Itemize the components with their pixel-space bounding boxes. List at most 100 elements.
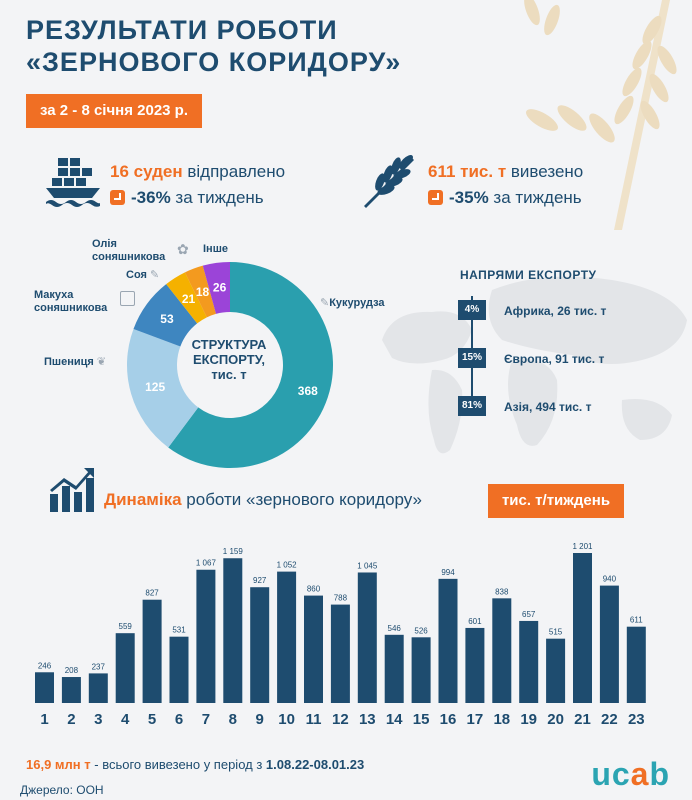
bar-category-label-18: 18: [493, 711, 510, 728]
bar-6: [169, 636, 189, 703]
donut-slice-1: [127, 328, 199, 448]
ships-value: 16 суден: [110, 162, 183, 181]
bar-category-label-20: 20: [547, 711, 564, 728]
bar-value-label-1: 246: [38, 661, 52, 670]
label-wheat: Пшениця ❦: [44, 356, 107, 368]
total-period: 1.08.22-08.01.23: [265, 757, 365, 772]
ships-change-text: за тиждень: [175, 188, 264, 207]
world-map-icon: [382, 276, 687, 454]
tonnes-change: -35% за тиждень: [428, 188, 582, 208]
label-other: Інше: [203, 243, 228, 255]
total-value: 16,9 млн т: [26, 757, 91, 772]
bar-value-label-19: 657: [522, 610, 536, 619]
bar-2: [61, 677, 81, 703]
bar-19: [519, 620, 539, 703]
bar-20: [546, 638, 566, 703]
bar-value-label-2: 208: [65, 666, 79, 675]
tonnes-change-value: -35%: [449, 188, 489, 207]
bar-category-label-3: 3: [94, 711, 102, 728]
bar-category-label-13: 13: [359, 711, 376, 728]
unit-badge: тис. т/тиждень: [488, 484, 624, 518]
bar-value-label-5: 827: [145, 589, 159, 598]
bar-3: [88, 673, 108, 703]
bar-value-label-9: 927: [253, 576, 267, 585]
bar-category-label-11: 11: [306, 711, 322, 728]
bar-13: [357, 572, 377, 703]
bar-value-label-15: 526: [414, 626, 428, 635]
bar-value-label-22: 940: [603, 575, 617, 584]
bar-value-label-23: 611: [630, 616, 643, 625]
bar-value-label-11: 860: [307, 585, 321, 594]
bar-value-label-8: 1 159: [223, 547, 244, 556]
bar-category-label-9: 9: [256, 711, 264, 728]
bar-value-label-3: 237: [92, 662, 106, 671]
ships-change: -36% за тиждень: [110, 188, 264, 208]
dynamics-title-rest: роботи «зернового коридору»: [186, 490, 422, 509]
bar-category-label-8: 8: [229, 711, 237, 728]
growth-chart-icon: [50, 468, 94, 512]
ships-text: відправлено: [187, 162, 286, 181]
dynamics-title-highlight: Динаміка: [104, 490, 182, 509]
soy-icon: ✎: [146, 269, 160, 281]
label-oil: Олія соняшникова: [92, 238, 166, 263]
direction-europe-label: Європа, 91 тис. т: [504, 352, 605, 366]
export-structure-donut: 368 125 53 21 18 26: [127, 262, 333, 468]
donut-value-label-2: 53: [160, 312, 174, 326]
tonnes-stat: 611 тис. т вивезено: [428, 162, 583, 182]
donut-slice-3: [166, 272, 207, 324]
bar-category-label-23: 23: [628, 711, 645, 728]
bar-15: [411, 637, 431, 703]
bar-category-label-21: 21: [574, 711, 591, 728]
wheat-decoration-icon: [524, 0, 677, 230]
bar-value-label-12: 788: [334, 594, 348, 603]
label-meal: Макуха соняшникова: [34, 289, 108, 314]
weekly-dynamics-bar-chart: 246 1 208 2 237 3 559 4 827 5 531 6 1 067 7 1 159 8 927 9…: [35, 542, 646, 728]
donut-slice-5: [202, 262, 230, 314]
bar-category-label-12: 12: [332, 711, 349, 728]
bar-category-label-6: 6: [175, 711, 183, 728]
bar-5: [142, 599, 162, 703]
wheat-small-icon: ❦: [93, 356, 107, 368]
bar-7: [196, 569, 216, 703]
donut-value-label-3: 21: [182, 292, 196, 306]
bar-23: [626, 626, 646, 703]
tonnes-text: вивезено: [510, 162, 584, 181]
corn-icon: ✎: [320, 297, 330, 309]
total-exported: 16,9 млн т - всього вивезено у період з …: [26, 757, 364, 772]
date-badge: за 2 - 8 січня 2023 р.: [26, 94, 203, 128]
bar-category-label-2: 2: [67, 711, 75, 728]
title-line-1: РЕЗУЛЬТАТИ РОБОТИ: [26, 15, 338, 45]
bar-category-label-19: 19: [520, 711, 537, 728]
wheat-icon: [364, 155, 414, 208]
bar-category-label-5: 5: [148, 711, 156, 728]
bar-category-label-16: 16: [440, 711, 457, 728]
direction-asia-label: Азія, 494 тис. т: [504, 400, 592, 414]
bar-value-label-18: 838: [495, 587, 509, 596]
arrow-down-icon: [428, 190, 443, 205]
donut-slice-4: [184, 265, 216, 318]
arrow-down-icon: [110, 190, 125, 205]
directions-title: НАПРЯМИ ЕКСПОРТУ: [460, 268, 597, 282]
bar-10: [277, 571, 297, 703]
donut-center-label: СТРУКТУРА ЕКСПОРТУ, тис. т: [174, 337, 284, 382]
sunflower-icon: ✿: [177, 241, 189, 257]
bar-value-label-16: 994: [441, 568, 455, 577]
bar-category-label-14: 14: [386, 711, 403, 728]
total-text: - всього вивезено у період з: [94, 757, 263, 772]
donut-center-line-2: ЕКСПОРТУ,: [193, 352, 265, 367]
bar-category-label-10: 10: [278, 711, 295, 728]
donut-center-line-1: СТРУКТУРА: [191, 337, 267, 352]
direction-asia-pct: 81%: [458, 396, 486, 416]
bar-12: [330, 604, 350, 703]
donut-value-label-4: 18: [196, 285, 210, 299]
bar-category-label-22: 22: [601, 711, 618, 728]
bar-category-label-17: 17: [467, 711, 484, 728]
bar-21: [573, 553, 592, 703]
bar-8: [223, 558, 243, 703]
bar-category-label-7: 7: [202, 711, 210, 728]
donut-value-label-1: 125: [145, 380, 165, 394]
dynamics-title: Динаміка роботи «зернового коридору»: [104, 490, 422, 510]
bar-1: [35, 672, 54, 703]
source-note: Джерело: ООН: [20, 783, 104, 797]
bar-value-label-20: 515: [549, 628, 563, 637]
